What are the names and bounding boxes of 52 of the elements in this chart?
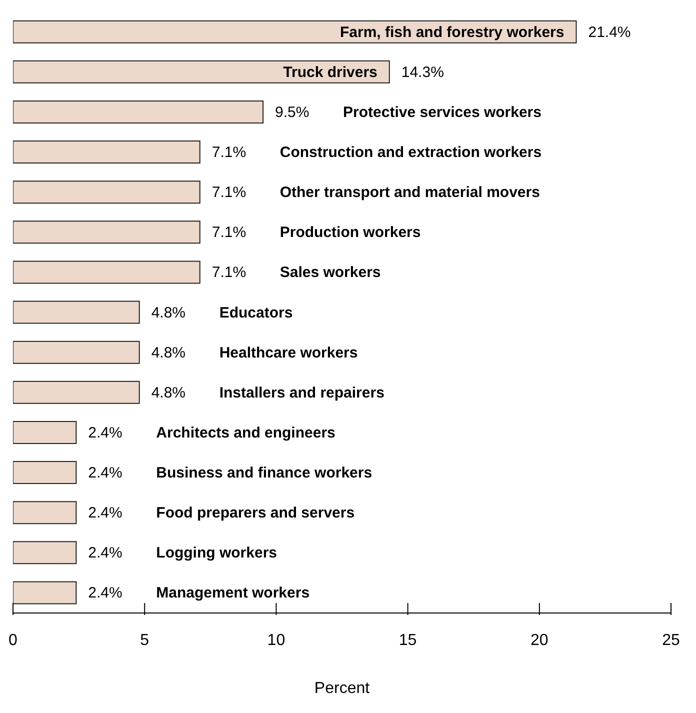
bar <box>13 541 77 564</box>
x-tick-label: 0 <box>8 632 18 649</box>
bar <box>13 300 140 324</box>
bar <box>13 380 140 404</box>
bar <box>13 581 77 604</box>
bar <box>13 20 577 44</box>
bar <box>13 60 390 84</box>
y-tick-label: Sales workers <box>280 264 381 282</box>
y-tick-label: Management workers <box>156 584 310 602</box>
y-tick-label: Truck drivers <box>283 64 378 81</box>
y-tick-label: Production workers <box>280 224 421 242</box>
x-tick-label: 5 <box>140 632 150 649</box>
x-tick-label: 15 <box>398 632 417 649</box>
data-label: 2.4% <box>88 424 122 442</box>
data-label: 21.4% <box>588 24 631 41</box>
data-label: 2.4% <box>88 464 122 482</box>
data-label: 2.4% <box>88 544 122 562</box>
data-label: 7.1% <box>212 224 246 242</box>
y-tick-label: Installers and repairers <box>219 384 384 402</box>
bar <box>13 501 77 524</box>
y-tick-label: Healthcare workers <box>219 344 358 362</box>
y-tick-label: Architects and engineers <box>156 424 336 442</box>
data-label: 14.3% <box>401 64 444 81</box>
bar <box>13 340 140 364</box>
bar <box>13 100 264 124</box>
y-tick-label: Farm, fish and forestry workers <box>340 24 564 41</box>
y-tick-label: Business and finance workers <box>156 464 372 482</box>
bar <box>13 180 200 204</box>
data-label: 7.1% <box>212 264 246 282</box>
y-tick-label: Educators <box>219 304 293 322</box>
y-tick-label: Construction and extraction workers <box>280 144 542 162</box>
y-tick-label: Other transport and material movers <box>280 184 540 202</box>
data-label: 2.4% <box>88 584 122 602</box>
bar <box>13 220 200 244</box>
data-label: 4.8% <box>151 384 186 402</box>
data-label: 4.8% <box>151 344 186 362</box>
y-tick-label: Food preparers and servers <box>156 504 355 522</box>
data-label: 2.4% <box>88 504 122 522</box>
y-tick-label: Protective services workers <box>343 104 542 121</box>
data-label: 9.5% <box>275 104 310 121</box>
x-axis-title: Percent <box>314 680 370 697</box>
data-label: 4.8% <box>151 304 186 322</box>
x-tick-label: 20 <box>530 632 548 649</box>
bar <box>13 260 200 284</box>
data-label: 7.1% <box>212 184 246 202</box>
y-tick-label: Logging workers <box>156 544 278 562</box>
x-tick-label: 10 <box>267 632 286 649</box>
data-label: 7.1% <box>212 144 246 162</box>
bar <box>13 461 77 484</box>
bar <box>13 140 200 164</box>
x-tick-label: 25 <box>662 632 680 649</box>
bar <box>13 420 77 444</box>
